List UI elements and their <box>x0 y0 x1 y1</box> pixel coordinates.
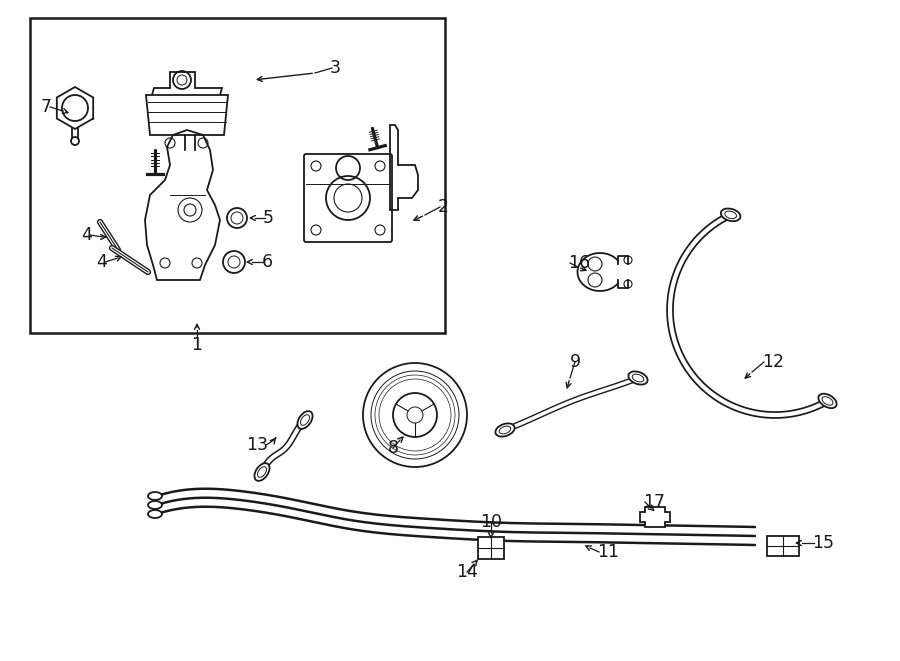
Circle shape <box>71 137 79 145</box>
Ellipse shape <box>297 411 312 429</box>
Text: 11: 11 <box>597 543 619 561</box>
Ellipse shape <box>148 501 162 509</box>
Text: 3: 3 <box>330 59 341 77</box>
Text: 5: 5 <box>263 209 274 227</box>
Text: 4: 4 <box>81 226 92 244</box>
Ellipse shape <box>628 371 648 385</box>
Text: 6: 6 <box>262 253 273 271</box>
Text: 14: 14 <box>456 563 478 581</box>
Text: 4: 4 <box>96 253 107 271</box>
Text: 8: 8 <box>388 439 399 457</box>
Ellipse shape <box>255 463 270 481</box>
Text: 1: 1 <box>192 336 202 354</box>
Text: 2: 2 <box>438 198 449 216</box>
Text: 12: 12 <box>762 353 784 371</box>
Bar <box>30 18 445 333</box>
Text: 15: 15 <box>812 534 834 552</box>
Polygon shape <box>640 507 670 527</box>
Ellipse shape <box>721 208 741 221</box>
Ellipse shape <box>818 394 837 408</box>
Text: 10: 10 <box>480 513 502 531</box>
Ellipse shape <box>495 424 515 437</box>
Ellipse shape <box>148 510 162 518</box>
Ellipse shape <box>148 492 162 500</box>
Text: 7: 7 <box>41 98 52 116</box>
Bar <box>478 537 504 559</box>
Text: 9: 9 <box>570 353 580 371</box>
Text: 16: 16 <box>568 254 590 272</box>
Text: 17: 17 <box>643 493 665 511</box>
Bar <box>767 536 799 556</box>
Text: 13: 13 <box>246 436 268 454</box>
